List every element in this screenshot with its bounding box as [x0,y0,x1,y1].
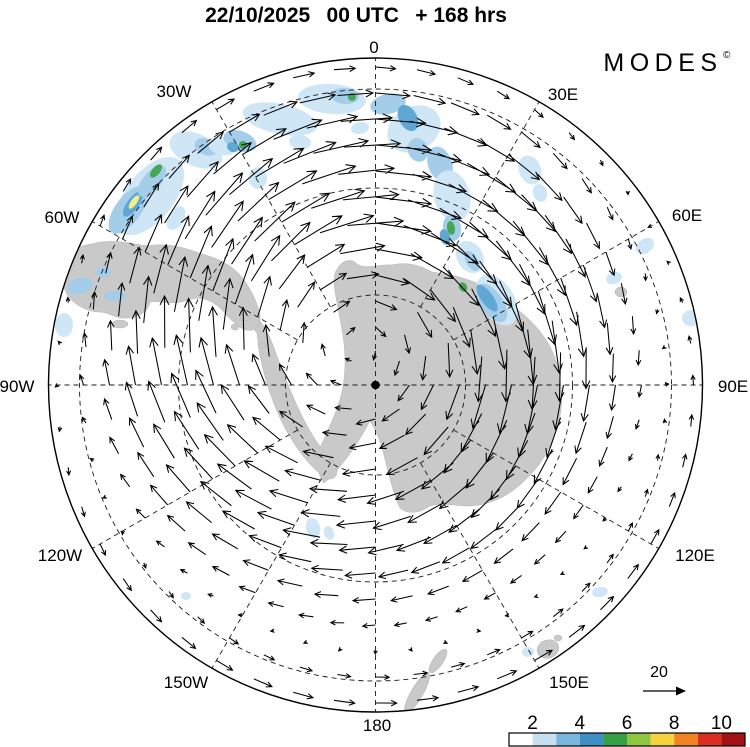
island-tasmania [536,639,560,659]
shaded-patch [323,526,335,540]
island-nz-north [428,648,448,674]
longitude-labels: 0 30E 60E 90E 120E 150E 180 150W 120W 90… [0,38,748,735]
colorbar-tick-label: 6 [622,713,633,734]
shaded-patch [55,313,73,337]
colorbar-segment [556,733,580,746]
shaded-patch [128,195,140,209]
colorbar-tick-label: 8 [669,713,680,734]
shaded-patch [592,586,608,598]
colorbar-segment [697,733,722,746]
shaded-patch [242,102,318,136]
lon-label-120e: 120E [675,546,715,565]
colorbar-segment [532,733,557,746]
shaded-patch [518,155,542,185]
colorbar-border [508,732,746,747]
shaded-patch [433,170,471,222]
colorbar-segment [603,733,627,746]
shaded-patch [96,266,112,278]
lon-label-120w: 120W [38,546,82,565]
meridian-line [420,101,540,308]
shaded-patch [439,229,451,245]
lon-label-60e: 60E [672,206,702,225]
island-nz-south [404,672,430,712]
lon-label-60w: 60W [45,208,80,227]
reference-vector-label: 20 [650,664,668,681]
latitude-circle [79,88,672,682]
shaded-patch [289,134,311,150]
latitude-circle [178,187,573,583]
lon-label-180: 180 [363,716,391,735]
shaded-patch [181,592,191,600]
meridian-line [211,101,331,308]
colorbar-segment [721,733,745,746]
colorbar-segment [650,733,675,746]
meridian-line [92,429,298,549]
shaded-patch [522,647,534,657]
reference-vector: 20 [643,664,686,696]
lon-label-0: 0 [369,38,378,57]
lon-label-30e: 30E [548,85,578,104]
graticule-layer [48,58,703,712]
colorbar-segment [509,733,533,746]
colorbar: 2 4 6 8 10 [508,713,746,747]
lon-label-150w: 150W [164,673,208,692]
shaded-patch [606,271,622,285]
shaded-patch [227,141,239,153]
shaded-patch [351,121,369,135]
colorbar-tick-label: 10 [711,713,732,734]
shaded-patch [602,97,618,111]
shaded-patch [635,237,655,255]
meridian-line [453,429,659,549]
shaded-patch [476,284,498,312]
shaded-patch [150,164,162,178]
copyright-mark: © [723,50,731,61]
shaded-patch [67,277,93,295]
shaded-patch [104,291,126,301]
reference-arrow-head [676,686,686,696]
shaded-patch [397,104,419,132]
shaded-patch [305,518,321,538]
lon-label-90e: 90E [718,377,748,396]
island [230,323,240,331]
island [257,341,267,349]
meridian-line [92,221,298,341]
lon-label-150e: 150E [549,673,589,692]
map-boundary-circle [47,57,704,713]
modes-logo: MODES [603,49,722,77]
colorbar-segment [627,733,651,746]
lon-label-30w: 30W [157,82,192,101]
shaded-patch [532,184,548,202]
shaded-patch [370,93,406,115]
colorbar-tick-label: 2 [527,713,538,734]
shaded-patch [446,221,456,235]
antarctic-peninsula-arm [251,316,338,480]
shaded-patch [458,282,468,292]
meridian-line [211,462,331,669]
wind-arrows-path [54,65,696,707]
colorbar-tick-label: 4 [575,713,586,734]
lon-label-90w: 90W [0,377,34,396]
page-title: 22/10/2025 00 UTC + 168 hrs [205,4,507,27]
wind-arrows-layer [54,65,696,707]
island [553,634,563,642]
colorbar-segment [579,733,604,746]
island-kerguelen [614,286,628,298]
island [239,314,251,322]
meridian-line [420,462,540,669]
colorbar-segment [674,733,698,746]
south-america-landmass [61,241,261,331]
south-pole-dot [371,380,380,390]
